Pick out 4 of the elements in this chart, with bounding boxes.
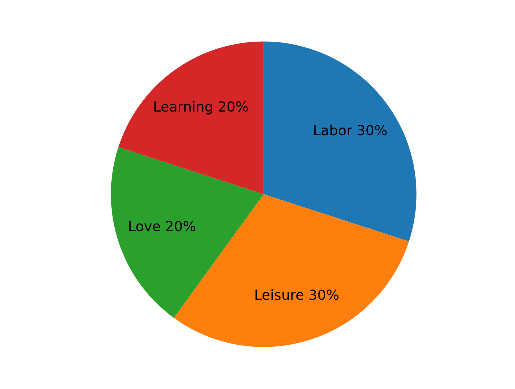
slice-label: Leisure 30%: [256, 289, 339, 300]
slice-label: Learning 20%: [154, 101, 248, 115]
slice-label: Love 20%: [130, 221, 196, 232]
slice-label: Labor 30%: [314, 124, 387, 136]
